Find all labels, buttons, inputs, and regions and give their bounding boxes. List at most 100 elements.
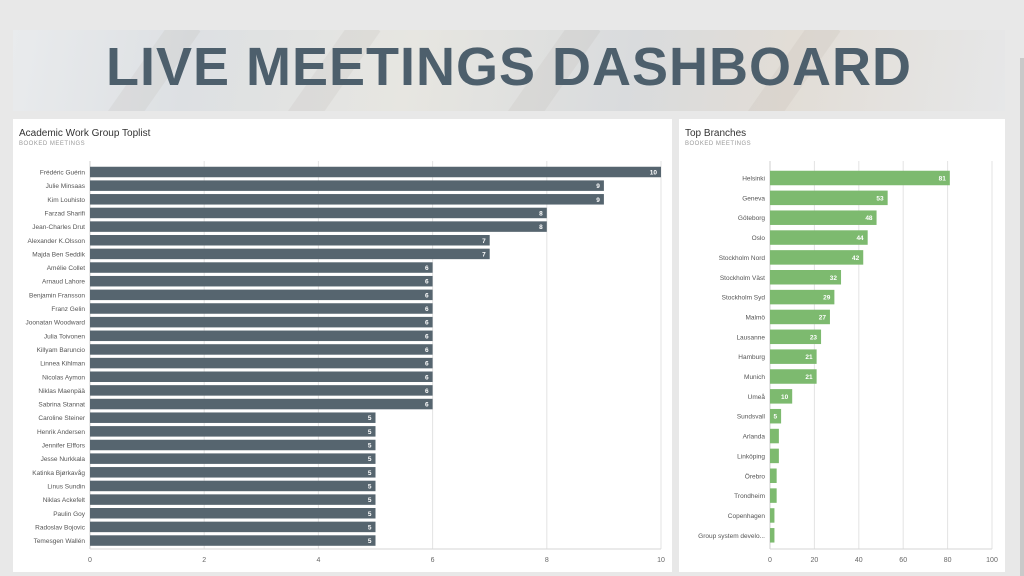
branches-bar[interactable] bbox=[770, 329, 822, 345]
toplist-value-label: 7 bbox=[482, 238, 486, 245]
toplist-category-label: Killyam Baruncio bbox=[37, 347, 86, 354]
branches-bar[interactable] bbox=[770, 408, 782, 424]
branches-bar[interactable] bbox=[770, 250, 864, 265]
branches-value-label: 21 bbox=[805, 374, 813, 381]
toplist-bar[interactable] bbox=[90, 194, 604, 205]
page-scrollbar[interactable] bbox=[1020, 58, 1024, 576]
branches-bar[interactable] bbox=[770, 488, 777, 503]
branches-bar[interactable] bbox=[770, 230, 868, 245]
toplist-value-label: 5 bbox=[368, 443, 372, 450]
branches-value-label: 81 bbox=[939, 176, 947, 183]
toplist-value-label: 6 bbox=[425, 361, 429, 368]
branches-chart: 0 20 40 60 80 100 Helsinki 81 Geneva 53 Göteborg 48… bbox=[698, 161, 998, 564]
toplist-tick-label: 2 bbox=[202, 557, 206, 564]
toplist-bar[interactable] bbox=[90, 439, 376, 451]
toplist-bar[interactable] bbox=[90, 330, 433, 342]
branches-category-label: Umeå bbox=[748, 393, 766, 401]
branches-value-label: 21 bbox=[805, 354, 813, 361]
branches-bar[interactable] bbox=[770, 448, 779, 464]
branches-category-label: Linköping bbox=[737, 453, 765, 460]
toplist-value-label: 8 bbox=[539, 210, 543, 217]
toplist-bar[interactable] bbox=[90, 248, 490, 260]
toplist-category-label: Jean-Charles Drut bbox=[32, 224, 85, 231]
branches-bar[interactable] bbox=[770, 270, 842, 285]
toplist-bar[interactable] bbox=[90, 180, 604, 191]
toplist-value-label: 6 bbox=[425, 292, 429, 299]
toplist-bar[interactable] bbox=[90, 480, 376, 492]
toplist-bar[interactable] bbox=[90, 166, 661, 178]
toplist-bar[interactable] bbox=[90, 426, 376, 437]
toplist-category-label: Niklas Ackefelt bbox=[43, 497, 85, 504]
toplist-bar[interactable] bbox=[90, 398, 433, 410]
toplist-bar[interactable] bbox=[90, 235, 490, 246]
branches-bar[interactable] bbox=[770, 369, 817, 384]
toplist-value-label: 6 bbox=[425, 388, 429, 395]
branches-category-label: Geneva bbox=[742, 195, 765, 202]
toplist-bar[interactable] bbox=[90, 508, 376, 519]
toplist-category-label: Niklas Maenpää bbox=[38, 388, 85, 395]
branches-bar[interactable] bbox=[770, 389, 793, 404]
toplist-category-label: Julie Minsaas bbox=[46, 183, 86, 190]
branches-bar[interactable] bbox=[770, 428, 779, 444]
toplist-bar[interactable] bbox=[90, 262, 433, 273]
branches-category-label: Malmö bbox=[745, 314, 765, 321]
branches-value-label: 23 bbox=[810, 334, 818, 341]
dashboard-title: LIVE MEETINGS DASHBOARD bbox=[105, 37, 913, 97]
toplist-bar[interactable] bbox=[90, 316, 433, 328]
toplist-bar[interactable] bbox=[90, 412, 376, 423]
toplist-category-label: Alexander K.Olsson bbox=[28, 238, 86, 245]
toplist-category-label: Nicolas Aymon bbox=[42, 374, 85, 381]
toplist-tick-label: 4 bbox=[316, 557, 320, 564]
branches-category-label: Arlanda bbox=[743, 434, 766, 441]
toplist-bar[interactable] bbox=[90, 453, 376, 464]
toplist-bar[interactable] bbox=[90, 275, 433, 287]
branches-category-label: Group system develo... bbox=[698, 533, 765, 540]
branches-category-label: Göteborg bbox=[738, 215, 765, 222]
toplist-value-label: 5 bbox=[368, 497, 372, 504]
toplist-category-label: Farzad Sharifi bbox=[45, 210, 85, 217]
toplist-bar[interactable] bbox=[90, 344, 433, 355]
toplist-bar[interactable] bbox=[90, 521, 376, 533]
branches-category-label: Örebro bbox=[745, 472, 766, 480]
branches-bar[interactable] bbox=[770, 170, 950, 186]
toplist-category-label: Julia Toivonen bbox=[44, 333, 85, 340]
toplist-bar[interactable] bbox=[90, 494, 376, 505]
toplist-tick-label: 0 bbox=[88, 557, 92, 564]
branches-bar[interactable] bbox=[770, 210, 877, 225]
branches-bar[interactable] bbox=[770, 528, 775, 543]
branches-category-label: Hamburg bbox=[738, 354, 765, 361]
toplist-bar[interactable] bbox=[90, 371, 433, 383]
branches-category-label: Stockholm Syd bbox=[722, 295, 766, 302]
toplist-bar[interactable] bbox=[90, 535, 376, 546]
branches-value-label: 29 bbox=[823, 295, 831, 302]
branches-bar[interactable] bbox=[770, 468, 777, 484]
branches-bar[interactable] bbox=[770, 289, 835, 305]
toplist-value-label: 6 bbox=[425, 374, 429, 381]
toplist-bar[interactable] bbox=[90, 357, 433, 369]
branches-value-label: 48 bbox=[865, 215, 873, 222]
toplist-value-label: 6 bbox=[425, 347, 429, 354]
branches-bar[interactable] bbox=[770, 190, 888, 206]
branches-bar[interactable] bbox=[770, 349, 817, 364]
toplist-value-label: 10 bbox=[650, 170, 658, 177]
toplist-value-label: 6 bbox=[425, 333, 429, 340]
toplist-bar[interactable] bbox=[90, 467, 376, 478]
branches-panel: Top Branches BOOKED MEETINGS 0 20 40 60 80 10… bbox=[679, 119, 1005, 572]
toplist-bar[interactable] bbox=[90, 221, 547, 232]
toplist-category-label: Linus Sundin bbox=[47, 483, 85, 490]
toplist-bar[interactable] bbox=[90, 303, 433, 314]
branches-category-label: Trondheim bbox=[734, 493, 765, 500]
toplist-bar[interactable] bbox=[90, 207, 547, 219]
toplist-category-label: Majda Ben Seddik bbox=[32, 251, 86, 258]
branches-category-label: Munich bbox=[744, 374, 765, 381]
toplist-bar[interactable] bbox=[90, 385, 433, 396]
toplist-subtitle: BOOKED MEETINGS bbox=[19, 141, 86, 147]
toplist-bar[interactable] bbox=[90, 289, 433, 301]
branches-value-label: 42 bbox=[852, 255, 860, 262]
toplist-category-label: Temesgen Wallén bbox=[34, 538, 86, 545]
branches-bar[interactable] bbox=[770, 508, 775, 523]
branches-bar[interactable] bbox=[770, 309, 830, 325]
toplist-value-label: 5 bbox=[368, 470, 372, 477]
toplist-value-label: 6 bbox=[425, 320, 429, 327]
toplist-value-label: 5 bbox=[368, 524, 372, 531]
